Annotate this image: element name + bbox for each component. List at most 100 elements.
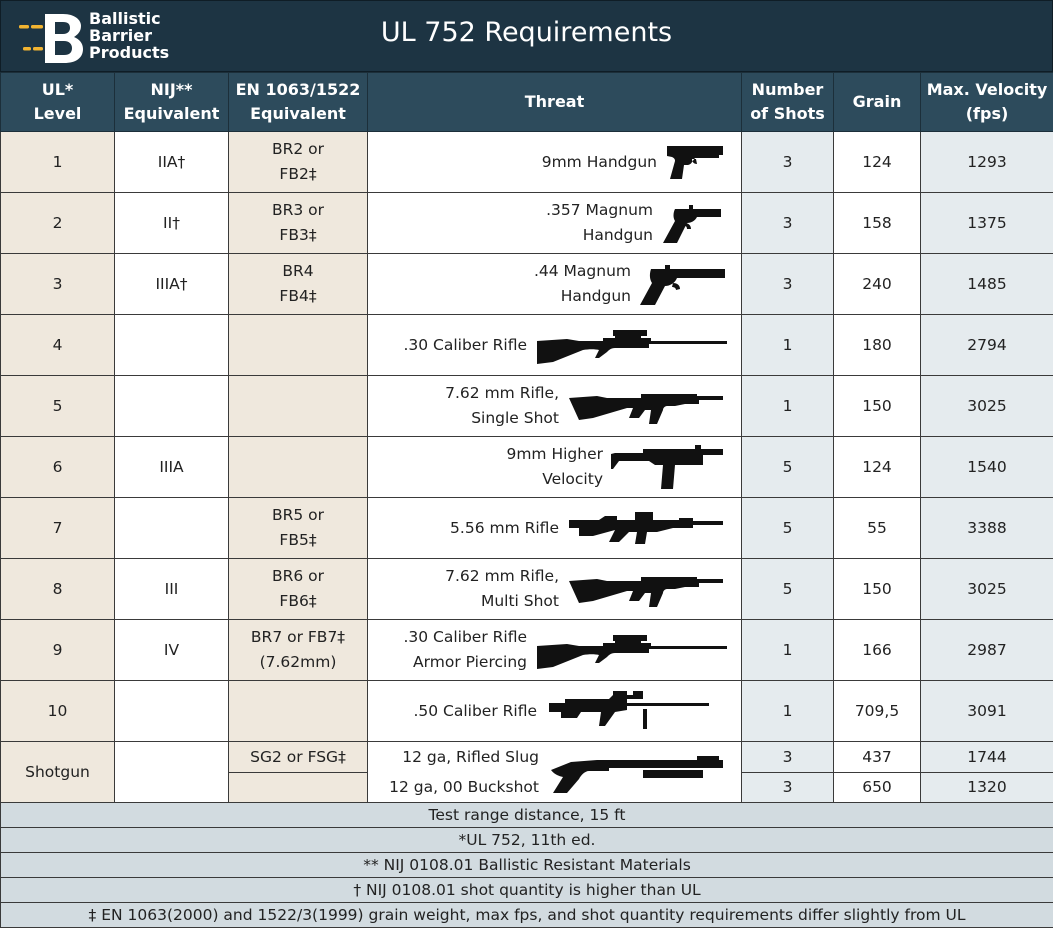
sniper-rifle-icon <box>545 689 727 733</box>
velocity-cell: 1375 <box>920 192 1053 254</box>
shots-cell: 1 <box>741 375 834 437</box>
nij-cell <box>114 741 229 803</box>
shots-cell: 1 <box>741 314 834 376</box>
threat-cell: 12 ga, Rifled Slug 12 ga, 00 Buckshot <box>367 741 742 803</box>
en-cell: BR5 or FB5‡ <box>228 497 368 559</box>
velocity-cell: 1540 <box>920 436 1053 498</box>
ak-rifle-icon <box>567 386 727 426</box>
shots-cell: 5 <box>741 436 834 498</box>
en-cell: BR6 or FB6‡ <box>228 558 368 620</box>
threat-cell: 7.62 mm Rifle, Multi Shot <box>367 558 742 620</box>
uzi-icon <box>611 443 727 491</box>
velocity-cell: 3388 <box>920 497 1053 559</box>
threat-cell: .50 Caliber Rifle <box>367 680 742 742</box>
table-row: 9 IV BR7 or FB7‡ (7.62mm) .30 Caliber Rif… <box>0 619 1053 681</box>
threat-slug: 12 ga, Rifled Slug <box>402 748 539 766</box>
header-bar: Ballistic Barrier Products UL 752 Requir… <box>0 0 1053 72</box>
shots-cell: 3 <box>741 253 834 315</box>
requirements-table: UL* Level NIJ** Equivalent EN 1063/1522 Equ… <box>0 72 1053 928</box>
grain-cell: 158 <box>833 192 921 254</box>
footnote-row: ‡ EN 1063(2000) and 1522/3(1999) grain w… <box>0 902 1053 928</box>
ul-level-cell: 5 <box>0 375 115 437</box>
en-cell <box>228 771 368 803</box>
nij-cell: IIIA† <box>114 253 229 315</box>
ul-level-cell: 2 <box>0 192 115 254</box>
logo-line-2: Barrier <box>89 26 152 45</box>
ul-level-cell: 6 <box>0 436 115 498</box>
shots-cell: 1 <box>741 680 834 742</box>
en-cell: SG2 or FSG‡ <box>228 741 368 773</box>
grain-cell: 150 <box>833 558 921 620</box>
company-logo: Ballistic Barrier Products <box>15 10 185 66</box>
grain-cell: 124 <box>833 131 921 193</box>
table-row: 7 BR5 or FB5‡ 5.56 mm Rifle 5 55 3388 <box>0 497 1053 559</box>
ul-level-cell: 8 <box>0 558 115 620</box>
en-cell <box>228 375 368 437</box>
nij-cell: IIA† <box>114 131 229 193</box>
threat-cell: .357 Magnum Handgun <box>367 192 742 254</box>
shotgun-icon <box>547 748 727 796</box>
scoped-rifle-icon <box>535 630 727 670</box>
ul-level-cell: 1 <box>0 131 115 193</box>
footnote-nij: ** NIJ 0108.01 Ballistic Resistant Mater… <box>0 852 1053 878</box>
table-row: 6 IIIA 9mm Higher Velocity 5 124 1540 <box>0 436 1053 498</box>
col-shots: Number of Shots <box>741 72 834 132</box>
ar-rifle-icon <box>567 506 727 550</box>
threat-cell: 5.56 mm Rifle <box>367 497 742 559</box>
footnote-double-dagger: ‡ EN 1063(2000) and 1522/3(1999) grain w… <box>0 902 1053 928</box>
shots-cell: 5 <box>741 497 834 559</box>
grain-cell: 650 <box>833 771 921 803</box>
en-cell: BR2 or FB2‡ <box>228 131 368 193</box>
nij-cell: IV <box>114 619 229 681</box>
grain-cell: 180 <box>833 314 921 376</box>
en-cell: BR3 or FB3‡ <box>228 192 368 254</box>
long-revolver-icon <box>639 261 727 307</box>
nij-cell <box>114 314 229 376</box>
en-cell: BR4 FB4‡ <box>228 253 368 315</box>
ak-rifle-icon <box>567 569 727 609</box>
col-grain: Grain <box>833 72 921 132</box>
nij-cell <box>114 497 229 559</box>
velocity-cell: 3025 <box>920 375 1053 437</box>
ul-level-cell: 3 <box>0 253 115 315</box>
velocity-cell: 2987 <box>920 619 1053 681</box>
table-row: 3 IIIA† BR4 FB4‡ .44 Magnum Handgun 3 240 … <box>0 253 1053 315</box>
shots-cell: 1 <box>741 619 834 681</box>
threat-cell: 9mm Higher Velocity <box>367 436 742 498</box>
table-row-shotgun-slug: Shotgun SG2 or FSG‡ 12 ga, Rifled Slug 1… <box>0 741 1053 803</box>
shots-cell: 3 <box>741 192 834 254</box>
grain-cell: 240 <box>833 253 921 315</box>
col-threat: Threat <box>367 72 742 132</box>
table-row: 10 .50 Caliber Rifle 1 709,5 3091 <box>0 680 1053 742</box>
table-row-shotgun-buckshot: 3 650 1320 <box>1 771 1053 803</box>
en-cell <box>228 436 368 498</box>
velocity-cell: 2794 <box>920 314 1053 376</box>
footnote-ul: *UL 752, 11th ed. <box>0 827 1053 853</box>
revolver-icon <box>661 201 727 245</box>
logo-wordmark: Ballistic Barrier Products <box>89 10 169 61</box>
grain-cell: 150 <box>833 375 921 437</box>
nij-cell <box>114 375 229 437</box>
table-row: 5 7.62 mm Rifle, Single Shot 1 150 3025 <box>0 375 1053 437</box>
page-title: UL 752 Requirements <box>380 17 673 48</box>
footnote-row: Test range distance, 15 ft <box>0 802 1053 828</box>
grain-cell: 709,5 <box>833 680 921 742</box>
en-cell <box>228 680 368 742</box>
ul-level-cell: 10 <box>0 680 115 742</box>
header-row: UL* Level NIJ** Equivalent EN 1063/1522 Equ… <box>0 72 1053 132</box>
nij-cell: IIIA <box>114 436 229 498</box>
velocity-cell: 1744 <box>920 741 1053 773</box>
shots-cell: 3 <box>741 131 834 193</box>
threat-buckshot: 12 ga, 00 Buckshot <box>389 778 539 796</box>
grain-cell: 55 <box>833 497 921 559</box>
col-ul-level: UL* Level <box>0 72 115 132</box>
footnote-row: † NIJ 0108.01 shot quantity is higher th… <box>0 877 1053 903</box>
footnote-dagger: † NIJ 0108.01 shot quantity is higher th… <box>0 877 1053 903</box>
footnote-row: *UL 752, 11th ed. <box>0 827 1053 853</box>
ul-level-cell: 7 <box>0 497 115 559</box>
ul-level-cell: 9 <box>0 619 115 681</box>
ul-level-cell: 4 <box>0 314 115 376</box>
en-cell: BR7 or FB7‡ (7.62mm) <box>228 619 368 681</box>
velocity-cell: 3091 <box>920 680 1053 742</box>
